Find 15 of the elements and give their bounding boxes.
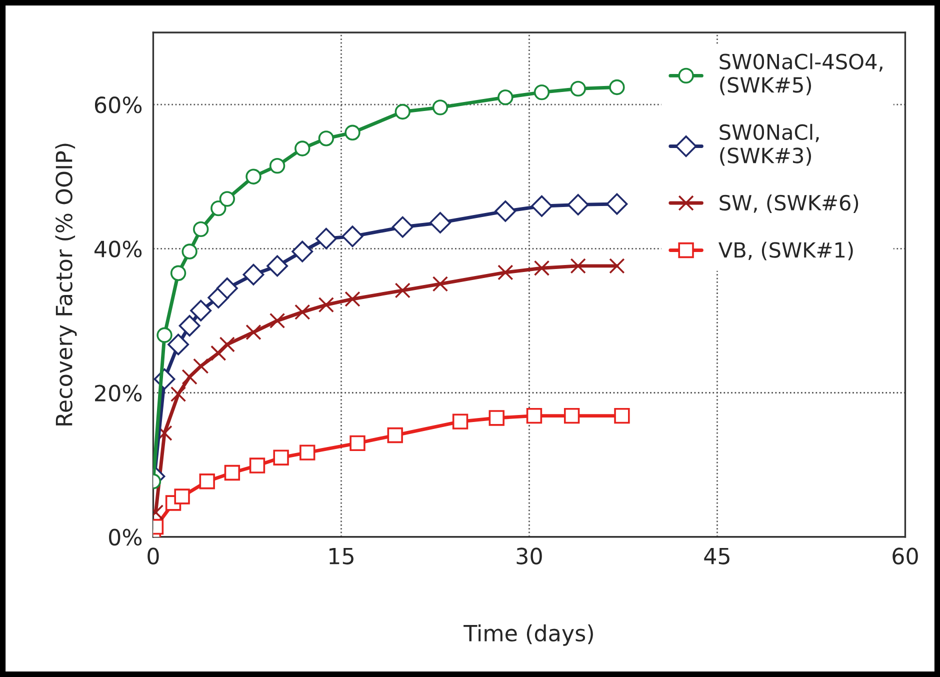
- x-tick-label: 60: [892, 548, 918, 564]
- x-axis-title: Time (days): [464, 624, 593, 646]
- x-tick-label: 0: [148, 548, 159, 564]
- y-tick-label: 60%: [94, 96, 142, 114]
- x-tick-label: 15: [330, 548, 354, 564]
- y-tick-label: 40%: [94, 240, 142, 258]
- x-tick-label: 30: [516, 548, 542, 564]
- x-tick-label: 45: [704, 548, 730, 564]
- legend-label: SW0NaCl-4SO4, (SWK#5): [720, 53, 882, 96]
- y-tick-label: 0%: [109, 528, 142, 546]
- y-axis-title: Recovery Factor (% OOIP): [55, 144, 77, 426]
- legend-label: SW, (SWK#6): [720, 194, 858, 214]
- legend-label: SW0NaCl, (SWK#3): [720, 124, 819, 166]
- y-tick-label: 20%: [95, 384, 142, 402]
- legend-label: VB, (SWK#1): [718, 242, 853, 260]
